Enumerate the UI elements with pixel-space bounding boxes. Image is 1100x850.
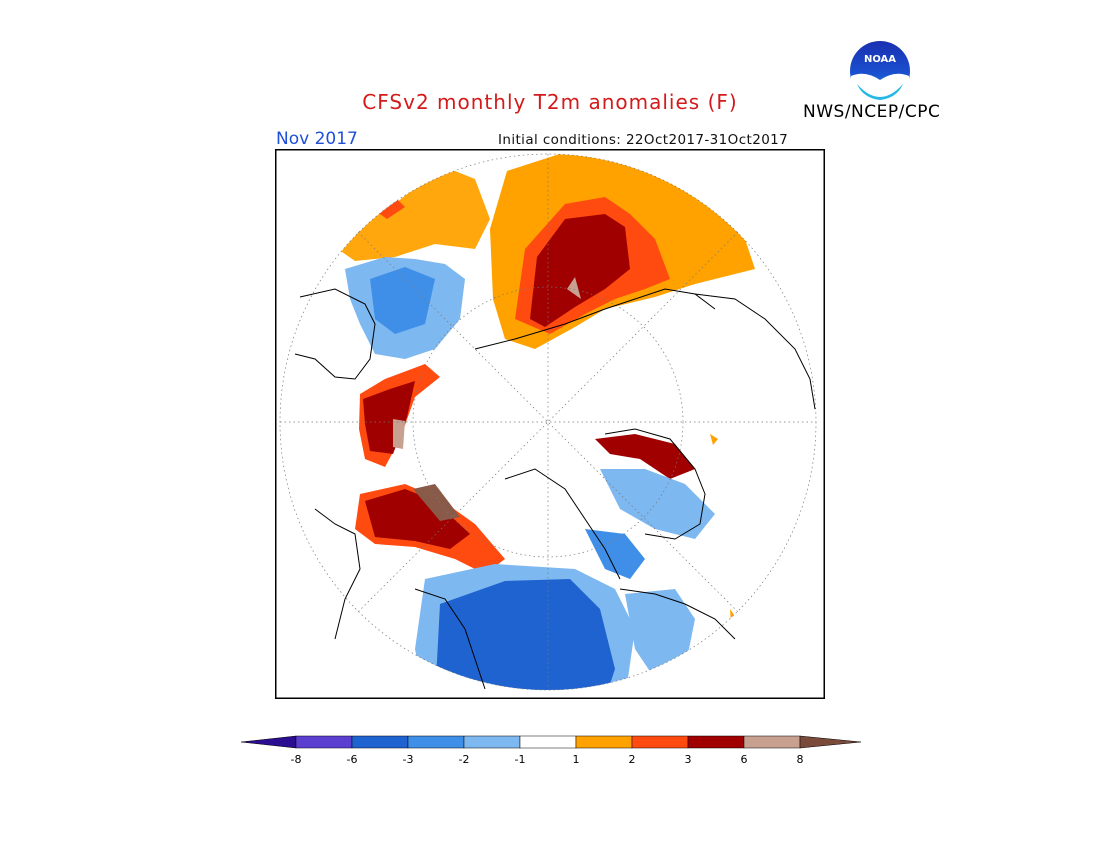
- legend-swatch-5: [519, 735, 577, 749]
- polar-map: [275, 149, 825, 699]
- cold-core-europe: [370, 267, 435, 334]
- legend-label: 6: [741, 753, 748, 766]
- hot-band-canada: [365, 489, 470, 549]
- legend-arrow-low: [240, 735, 297, 749]
- forecast-month: Nov 2017: [276, 129, 358, 149]
- warm-edge-scandinavia: [595, 434, 695, 479]
- legend-arrow-high: [799, 735, 862, 749]
- cold-region-scandinavia: [600, 469, 715, 539]
- hot-region-siberia: [530, 214, 630, 327]
- hot-band-central-asia: [363, 381, 415, 454]
- legend-swatch-8: [687, 735, 745, 749]
- legend-swatch-9: [743, 735, 801, 749]
- legend-swatch-2: [351, 735, 409, 749]
- very-hot-siberia: [567, 277, 581, 299]
- coastlines: [294, 288, 816, 690]
- legend-label: -6: [347, 753, 358, 766]
- legend-label: 8: [797, 753, 804, 766]
- cold-core-north-america: [435, 579, 615, 690]
- legend-label: 3: [685, 753, 692, 766]
- legend-swatch-6: [575, 735, 633, 749]
- legend-label: 2: [629, 753, 636, 766]
- legend-swatch-1: [295, 735, 353, 749]
- very-hot-central-asia: [393, 419, 405, 449]
- initial-conditions-label: Initial conditions: 22Oct2017-31Oct2017: [498, 132, 789, 148]
- legend-swatch-3: [407, 735, 465, 749]
- cold-region-east-canada: [625, 589, 695, 679]
- noaa-logo: NOAA: [850, 41, 910, 102]
- legend-swatch-4: [463, 735, 521, 749]
- warm-spot-east: [710, 434, 718, 445]
- graticule: [279, 153, 817, 691]
- very-hot-alaska: [413, 484, 460, 521]
- warm-spots-europe: [373, 197, 405, 219]
- agency-label: NWS/NCEP/CPC: [803, 102, 941, 122]
- map-title: CFSv2 monthly T2m anomalies (F): [362, 90, 738, 114]
- legend-label: -3: [403, 753, 414, 766]
- warm-region-europe: [335, 167, 490, 261]
- noaa-logo-text: NOAA: [864, 54, 896, 65]
- legend-swatch-7: [631, 735, 689, 749]
- legend-label: -8: [291, 753, 302, 766]
- anomaly-field: [335, 154, 755, 690]
- map-border: [275, 149, 825, 699]
- legend-label: 1: [573, 753, 580, 766]
- color-legend: -8 -6 -3 -2 -1 1 2 3 6 8: [240, 735, 862, 766]
- legend-label: -1: [515, 753, 526, 766]
- legend-label: -2: [459, 753, 470, 766]
